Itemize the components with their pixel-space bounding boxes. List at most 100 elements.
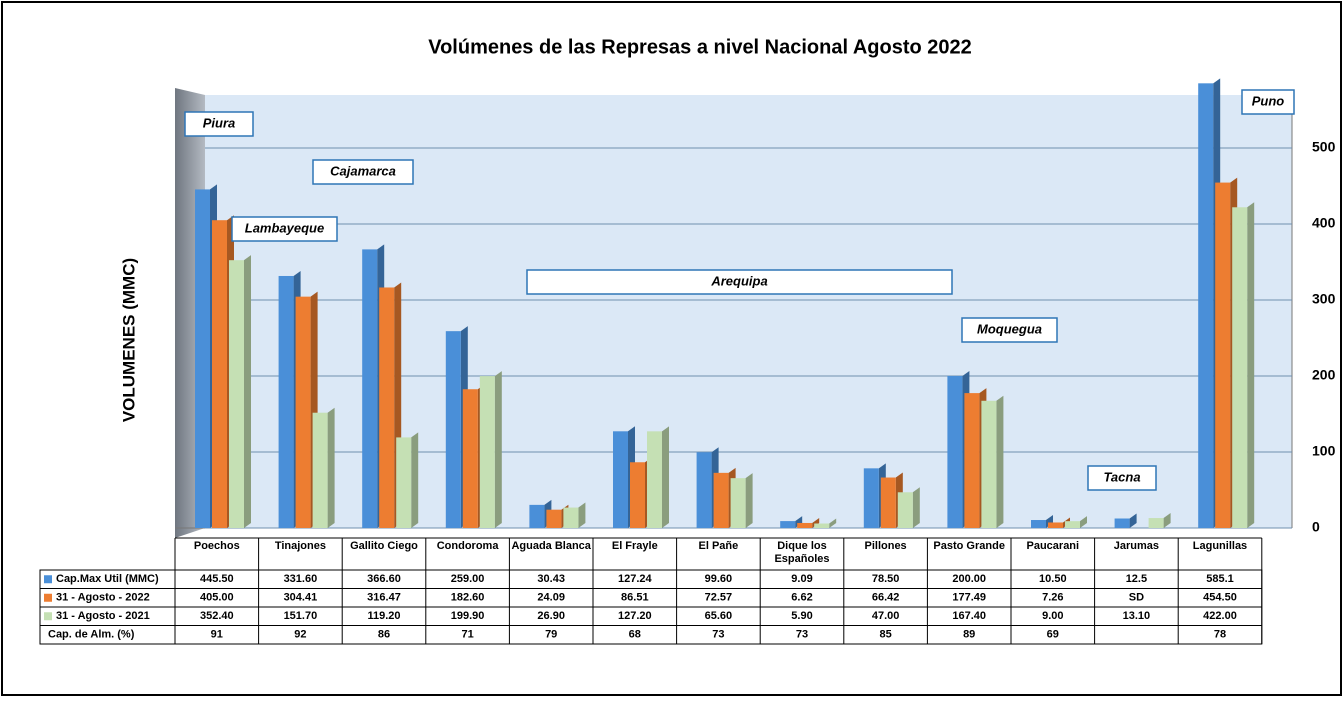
table-value: 13.10 [1123, 610, 1151, 622]
bar [362, 249, 378, 528]
bar-side [795, 516, 803, 528]
category-cell: Jarumas [1113, 540, 1160, 552]
table-value: 5.90 [791, 610, 812, 622]
annotation: Lambayeque [245, 220, 324, 235]
bar-side [494, 371, 502, 528]
table-value: 127.24 [618, 573, 653, 585]
x-tick-label: El Frayle [611, 540, 658, 552]
chart-title: Volúmenes de las Represas a nivel Nacion… [428, 36, 972, 58]
bar [229, 260, 244, 528]
bar-side [996, 395, 1004, 528]
table-value: SD [1129, 592, 1144, 604]
bar-side [1080, 516, 1087, 528]
table-value: 10.50 [1039, 573, 1067, 585]
bar [897, 492, 913, 528]
bar [880, 477, 896, 528]
table-value: 86.51 [621, 592, 649, 604]
bar [981, 400, 997, 528]
bar-side [411, 432, 419, 528]
table-value: 259.00 [451, 573, 485, 585]
bar-side [1163, 513, 1171, 528]
table-value: 585.1 [1206, 573, 1234, 585]
table-value: 304.41 [284, 592, 318, 604]
category-cell: Dique los Españoles [774, 540, 830, 565]
bar [445, 331, 461, 528]
bar [1215, 182, 1231, 528]
annotation-box [961, 317, 1058, 343]
x-tick-label: Condoroma [436, 540, 499, 552]
table-value: 78.50 [872, 573, 900, 585]
table-value: 167.40 [952, 610, 986, 622]
x-tick-label: Pillones [864, 540, 907, 552]
bar-side [745, 473, 753, 528]
annotation: Cajamarca [330, 163, 396, 178]
x-tick-label: Poechos [193, 540, 240, 552]
table-value: 78 [1214, 629, 1226, 641]
table-value: 9.09 [791, 573, 812, 585]
legend-label: Cap.Max Util (MMC) [56, 573, 159, 585]
bar [797, 522, 813, 528]
category-cell: Tinajones [275, 540, 326, 552]
annotation-box [526, 269, 953, 295]
table-value: 79 [545, 629, 557, 641]
bar-side [578, 502, 586, 528]
table-value: 7.26 [1042, 592, 1063, 604]
bar [1048, 522, 1063, 528]
annotation-box [231, 216, 338, 242]
bar-side [662, 426, 669, 528]
bar-side [812, 517, 820, 528]
table-value: 12.5 [1126, 573, 1147, 585]
annotation: Puno [1252, 93, 1285, 108]
annotation-box [1087, 465, 1157, 491]
table-value: 177.49 [952, 592, 986, 604]
category-cell: Pillones [864, 540, 907, 552]
bar-side [1247, 202, 1255, 528]
table-value: 69 [1047, 629, 1059, 641]
legend-swatch [44, 612, 52, 621]
table-value: 366.60 [367, 573, 401, 585]
annotation: Piura [203, 115, 236, 130]
annotation-box [312, 159, 414, 185]
bar [1065, 521, 1080, 528]
x-tick-label: Paucarani [1026, 540, 1080, 552]
table-value: 6.62 [791, 592, 812, 604]
table-value: 30.43 [537, 573, 565, 585]
bar [630, 462, 645, 528]
bar-side [912, 487, 920, 528]
category-cell: Aguada Blanca [511, 540, 590, 552]
table-value: 182.60 [451, 592, 485, 604]
bar [529, 504, 545, 528]
y-tick-label: 500 [1312, 139, 1336, 155]
table-value: 73 [796, 629, 808, 641]
category-cell: Condoroma [436, 540, 499, 552]
y-tick-label: 400 [1312, 215, 1336, 231]
legend-label: 31 - Agosto - 2022 [56, 592, 150, 604]
y-tick-label: 0 [1312, 519, 1320, 535]
bar [278, 275, 294, 528]
bar [863, 468, 879, 528]
table-value: 454.50 [1203, 592, 1237, 604]
x-tick-label: Jarumas [1113, 540, 1160, 552]
bar [295, 296, 311, 528]
legend-swatch [44, 575, 52, 584]
table-value: 119.20 [367, 610, 400, 622]
table-value: 422.00 [1203, 610, 1237, 622]
bar [479, 376, 495, 528]
table-value: 73 [712, 629, 724, 641]
table-value: 99.60 [705, 573, 733, 585]
bar-side [327, 407, 335, 528]
table-value: 26.90 [537, 610, 565, 622]
bar [964, 393, 980, 528]
bar [379, 287, 395, 528]
table-value: 151.70 [284, 610, 318, 622]
y-axis-label: VOLUMENES (MMC) [119, 258, 138, 422]
bar [563, 507, 579, 528]
x-tick-label: Pasto Grande [933, 540, 1005, 552]
table-value: 71 [461, 629, 473, 641]
annotation: Moquegua [977, 321, 1042, 336]
table-value: 200.00 [952, 573, 986, 585]
x-tick-label: Dique los Españoles [774, 540, 830, 565]
table-value: 405.00 [200, 592, 234, 604]
annotation-box [1241, 89, 1295, 115]
